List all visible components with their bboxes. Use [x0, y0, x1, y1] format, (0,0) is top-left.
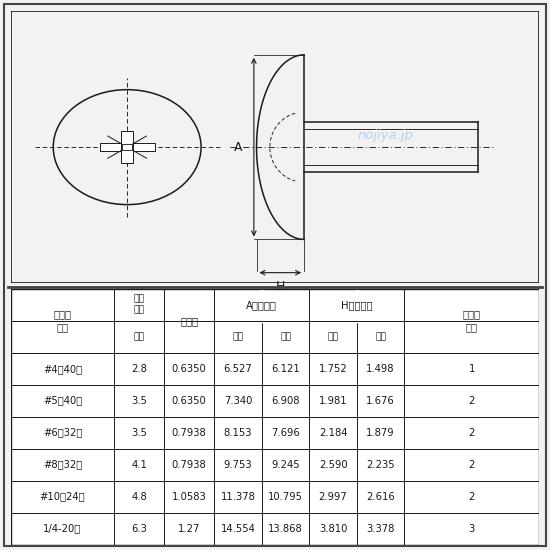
- Text: 1/4-20山: 1/4-20山: [43, 524, 81, 534]
- Text: 1.0583: 1.0583: [172, 492, 207, 502]
- Text: 4.8: 4.8: [131, 492, 147, 502]
- Text: 1.498: 1.498: [366, 364, 395, 373]
- Text: H: H: [276, 280, 285, 293]
- Text: 6.3: 6.3: [131, 524, 147, 534]
- Text: 0.6350: 0.6350: [172, 364, 207, 373]
- Bar: [123, 145, 132, 150]
- Text: 0.7938: 0.7938: [172, 460, 207, 470]
- Text: 2.590: 2.590: [319, 460, 348, 470]
- Text: 6.527: 6.527: [224, 364, 252, 373]
- Text: 10.795: 10.795: [268, 492, 303, 502]
- Text: 最大: 最大: [328, 332, 339, 341]
- Text: 7.340: 7.340: [224, 395, 252, 406]
- Text: 6.121: 6.121: [271, 364, 300, 373]
- Text: 7.696: 7.696: [271, 427, 300, 438]
- Text: 1: 1: [469, 364, 475, 373]
- Text: #5－40山: #5－40山: [43, 395, 82, 406]
- Text: 2.8: 2.8: [131, 364, 147, 373]
- Text: 9.245: 9.245: [271, 460, 300, 470]
- Text: 2: 2: [469, 492, 475, 502]
- Text: 1.879: 1.879: [366, 427, 395, 438]
- Text: #4－40山: #4－40山: [43, 364, 82, 373]
- Text: 0.7938: 0.7938: [172, 427, 207, 438]
- Text: 3.5: 3.5: [131, 395, 147, 406]
- Text: ねじ
外径: ねじ 外径: [134, 295, 145, 315]
- Text: 1.27: 1.27: [178, 524, 200, 534]
- Text: 2.235: 2.235: [366, 460, 395, 470]
- Text: ねじの
呼び: ねじの 呼び: [53, 309, 72, 332]
- Text: 14.554: 14.554: [221, 524, 256, 534]
- Text: #10－24山: #10－24山: [40, 492, 85, 502]
- Text: 十字穴
番号: 十字穴 番号: [463, 309, 481, 332]
- Text: 3.810: 3.810: [319, 524, 347, 534]
- Text: 0.6350: 0.6350: [172, 395, 207, 406]
- Text: 参考: 参考: [134, 332, 145, 341]
- Text: 最小: 最小: [280, 332, 291, 341]
- Text: H（頭径）: H（頭径）: [341, 300, 372, 310]
- Text: A: A: [234, 141, 243, 153]
- Text: 1.752: 1.752: [318, 364, 348, 373]
- Text: 2: 2: [469, 427, 475, 438]
- Bar: [100, 144, 155, 151]
- Bar: [121, 131, 134, 163]
- Text: #8－32山: #8－32山: [43, 460, 82, 470]
- Text: 6.908: 6.908: [271, 395, 300, 406]
- Text: 9.753: 9.753: [224, 460, 252, 470]
- Text: 3: 3: [469, 524, 475, 534]
- Text: 3.5: 3.5: [131, 427, 147, 438]
- Text: 4.1: 4.1: [131, 460, 147, 470]
- Text: 最大: 最大: [233, 332, 244, 341]
- Text: ピッチ: ピッチ: [180, 316, 198, 326]
- Text: 3.378: 3.378: [366, 524, 395, 534]
- Text: 2: 2: [469, 395, 475, 406]
- Text: 1.676: 1.676: [366, 395, 395, 406]
- Text: 11.378: 11.378: [221, 492, 256, 502]
- Text: #6－32山: #6－32山: [43, 427, 82, 438]
- Text: 13.868: 13.868: [268, 524, 303, 534]
- Text: 最小: 最小: [375, 332, 386, 341]
- Text: nojiya.jp: nojiya.jp: [358, 129, 414, 141]
- Text: 8.153: 8.153: [224, 427, 252, 438]
- Text: 2.184: 2.184: [319, 427, 348, 438]
- Text: 2.616: 2.616: [366, 492, 395, 502]
- Text: 2: 2: [469, 460, 475, 470]
- Text: A（頭径）: A（頭径）: [246, 300, 277, 310]
- Text: 2.997: 2.997: [318, 492, 348, 502]
- Text: 1.981: 1.981: [319, 395, 348, 406]
